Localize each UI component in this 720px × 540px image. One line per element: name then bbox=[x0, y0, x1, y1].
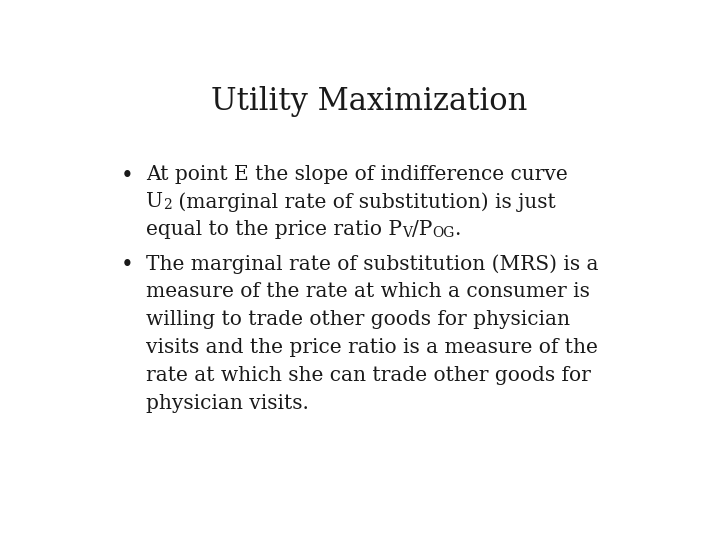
Text: Utility Maximization: Utility Maximization bbox=[211, 85, 527, 117]
Text: willing to trade other goods for physician: willing to trade other goods for physici… bbox=[145, 310, 570, 329]
Text: measure of the rate at which a consumer is: measure of the rate at which a consumer … bbox=[145, 282, 590, 301]
Text: /P: /P bbox=[412, 220, 432, 239]
Text: •: • bbox=[121, 254, 133, 276]
Text: rate at which she can trade other goods for: rate at which she can trade other goods … bbox=[145, 366, 590, 385]
Text: •: • bbox=[121, 165, 133, 187]
Text: .: . bbox=[454, 220, 461, 239]
Text: (marginal rate of substitution) is just: (marginal rate of substitution) is just bbox=[171, 192, 555, 212]
Text: visits and the price ratio is a measure of the: visits and the price ratio is a measure … bbox=[145, 338, 598, 357]
Text: V: V bbox=[402, 226, 412, 240]
Text: equal to the price ratio P: equal to the price ratio P bbox=[145, 220, 402, 239]
Text: OG: OG bbox=[432, 226, 454, 240]
Text: The marginal rate of substitution (MRS) is a: The marginal rate of substitution (MRS) … bbox=[145, 254, 598, 274]
Text: physician visits.: physician visits. bbox=[145, 394, 309, 413]
Text: U: U bbox=[145, 192, 163, 212]
Text: At point E the slope of indifference curve: At point E the slope of indifference cur… bbox=[145, 165, 567, 184]
Text: 2: 2 bbox=[163, 198, 171, 212]
